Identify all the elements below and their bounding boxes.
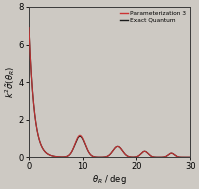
Legend: Parameterization 3, Exact Quantum: Parameterization 3, Exact Quantum xyxy=(118,10,187,24)
X-axis label: $\theta_R$ / deg: $\theta_R$ / deg xyxy=(92,173,127,186)
Y-axis label: $k^2\tilde{\sigma}(\theta_R)$: $k^2\tilde{\sigma}(\theta_R)$ xyxy=(3,66,17,98)
